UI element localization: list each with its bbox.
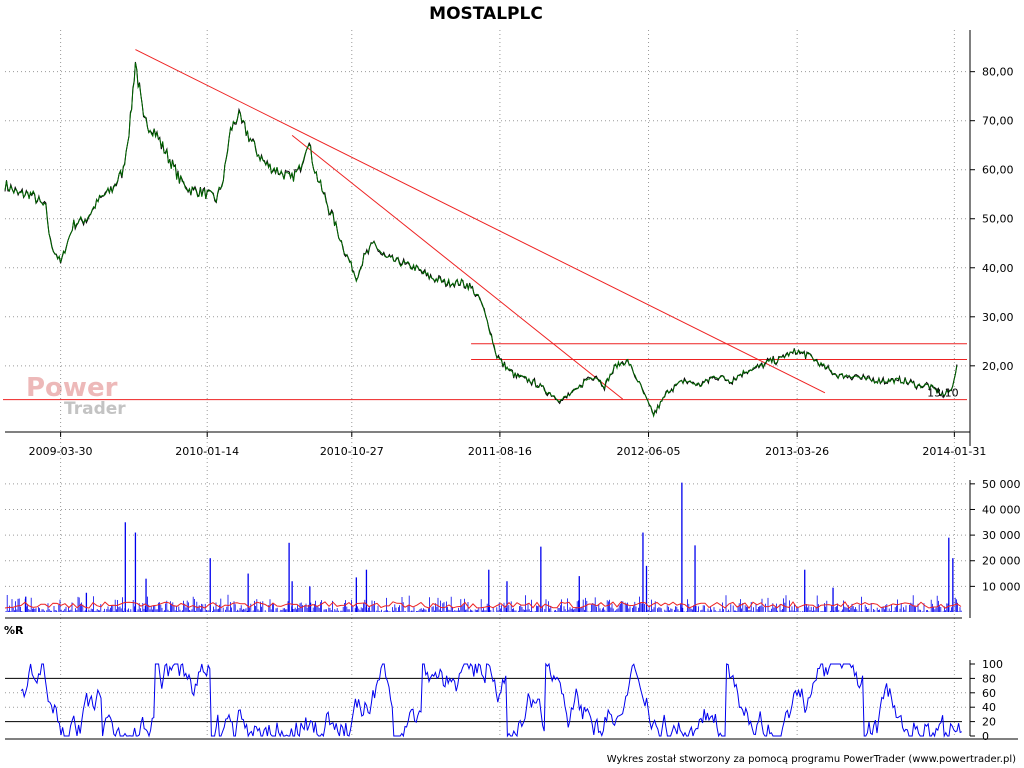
volume-tick-label-2: 30 000 [982, 529, 1021, 542]
price-range-line [4, 61, 958, 416]
volume-tick-label-3: 40 000 [982, 503, 1021, 516]
support-value-label: 13,10 [927, 387, 959, 400]
price-series: 13,10 [4, 61, 959, 418]
volume-tick-label-4: 50 000 [982, 478, 1021, 491]
footer-credit: Wykres został stworzony za pomocą progra… [607, 754, 1016, 765]
price-tick-label-0: 20,00 [982, 360, 1014, 373]
watermark-power: Power [26, 373, 118, 403]
watermark-trader: Trader [64, 399, 126, 419]
indicator-tick-label-80: 80 [982, 672, 996, 685]
trend-line-1 [291, 135, 624, 400]
date-tick-label-5: 2013-03-26 [765, 445, 829, 458]
date-tick-label-0: 2009-03-30 [29, 445, 93, 458]
volume-tick-label-0: 10 000 [982, 580, 1021, 593]
indicator-tick-label-60: 60 [982, 687, 996, 700]
price-tick-label-4: 60,00 [982, 164, 1014, 177]
price-line [4, 62, 958, 418]
price-tick-label-1: 30,00 [982, 311, 1014, 324]
date-tick-label-1: 2010-01-14 [175, 445, 239, 458]
price-tick-label-3: 50,00 [982, 213, 1014, 226]
price-reference-lines [3, 49, 967, 401]
date-axis: 2009-03-30 2010-01-14 2010-10-27 2011-08-16… [5, 431, 986, 458]
price-tick-label-6: 80,00 [982, 66, 1014, 79]
volume-average-line [4, 601, 962, 609]
price-grid [5, 30, 967, 736]
date-tick-label-4: 2012-06-05 [617, 445, 681, 458]
date-tick-label-3: 2011-08-16 [468, 445, 532, 458]
volume-bars [4, 482, 962, 612]
indicator-tick-label-40: 40 [982, 701, 996, 714]
williams-r-line [20, 662, 963, 738]
indicator-grid [5, 677, 967, 723]
price-tick-label-5: 70,00 [982, 115, 1014, 128]
volume-grid [5, 483, 967, 587]
price-axis: 20,00 30,00 40,00 50,00 60,00 70,00 80,00 [969, 30, 1014, 446]
indicator-tick-label-0: 0 [982, 730, 989, 743]
volume-axis: 10 000 20 000 30 000 40 000 50 000 [5, 478, 1021, 619]
chart-title: MOSTALPLC [429, 4, 543, 24]
date-tick-label-2: 2010-10-27 [320, 445, 384, 458]
volume-tick-label-1: 20 000 [982, 555, 1021, 568]
indicator-tick-label-20: 20 [982, 716, 996, 729]
indicator-series [20, 662, 963, 738]
indicator-label: %R [4, 624, 24, 637]
indicator-tick-label-100: 100 [982, 658, 1003, 671]
price-tick-label-2: 40,00 [982, 262, 1014, 275]
trend-line-0 [135, 49, 826, 394]
volume-bars-baseline [5, 594, 962, 612]
date-tick-label-6: 2014-01-31 [922, 445, 986, 458]
